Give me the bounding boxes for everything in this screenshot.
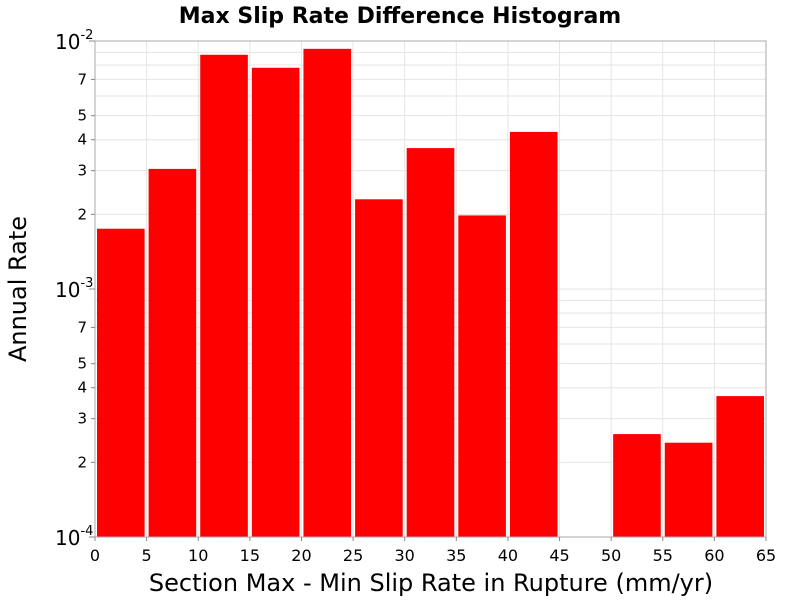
x-tick-label: 20 — [291, 546, 311, 565]
histogram-bar — [200, 54, 248, 537]
histogram-bar — [664, 442, 713, 537]
x-tick-label: 55 — [653, 546, 673, 565]
histogram-bar — [716, 396, 764, 537]
y-tick-label: 3 — [77, 410, 87, 428]
x-tick-label: 60 — [704, 546, 724, 565]
histogram-bar — [406, 148, 455, 537]
histogram-bar — [251, 67, 300, 538]
x-tick-label: 30 — [395, 546, 415, 565]
x-tick-label: 15 — [240, 546, 260, 565]
histogram-bar — [148, 168, 197, 537]
y-tick-label: 5 — [77, 107, 87, 125]
x-tick-label: 40 — [498, 546, 518, 565]
y-tick-label: 4 — [77, 131, 87, 149]
y-tick-label: 10-3 — [55, 276, 93, 302]
y-tick-label: 2 — [77, 453, 87, 471]
y-tick-label: 4 — [77, 379, 87, 397]
y-tick-label: 5 — [77, 355, 87, 373]
y-tick-label: 7 — [77, 318, 87, 336]
x-tick-label: 45 — [549, 546, 569, 565]
bars — [97, 48, 764, 538]
y-tick-label: 7 — [77, 70, 87, 88]
histogram-bar — [509, 131, 558, 537]
x-axis-ticks: 0 5 10 15 20 25 30 35 40 45 50 55 60 65 — [90, 537, 776, 565]
x-tick-label: 35 — [446, 546, 466, 565]
y-axis-label: Annual Rate — [4, 216, 32, 362]
x-tick-label: 65 — [756, 546, 776, 565]
y-axis-ticks: 2 3 4 5 7 2 3 4 5 7 10-4 10-3 10-2 — [55, 28, 95, 550]
x-tick-label: 25 — [343, 546, 363, 565]
chart-title: Max Slip Rate Difference Histogram — [179, 4, 621, 29]
histogram-bar — [97, 228, 145, 537]
histogram-bar — [613, 434, 661, 537]
x-tick-label: 50 — [601, 546, 621, 565]
y-tick-label: 2 — [77, 205, 87, 223]
x-tick-label: 10 — [188, 546, 208, 565]
y-tick-label: 10-2 — [55, 28, 93, 54]
y-tick-label: 3 — [77, 162, 87, 180]
x-tick-label: 0 — [90, 546, 100, 565]
histogram-bar — [355, 199, 403, 537]
histogram-bar — [303, 48, 352, 538]
x-axis-label: Section Max - Min Slip Rate in Rupture (… — [149, 569, 713, 597]
histogram-bar — [458, 215, 506, 537]
x-tick-label: 5 — [142, 546, 152, 565]
y-tick-label: 10-4 — [55, 524, 93, 550]
